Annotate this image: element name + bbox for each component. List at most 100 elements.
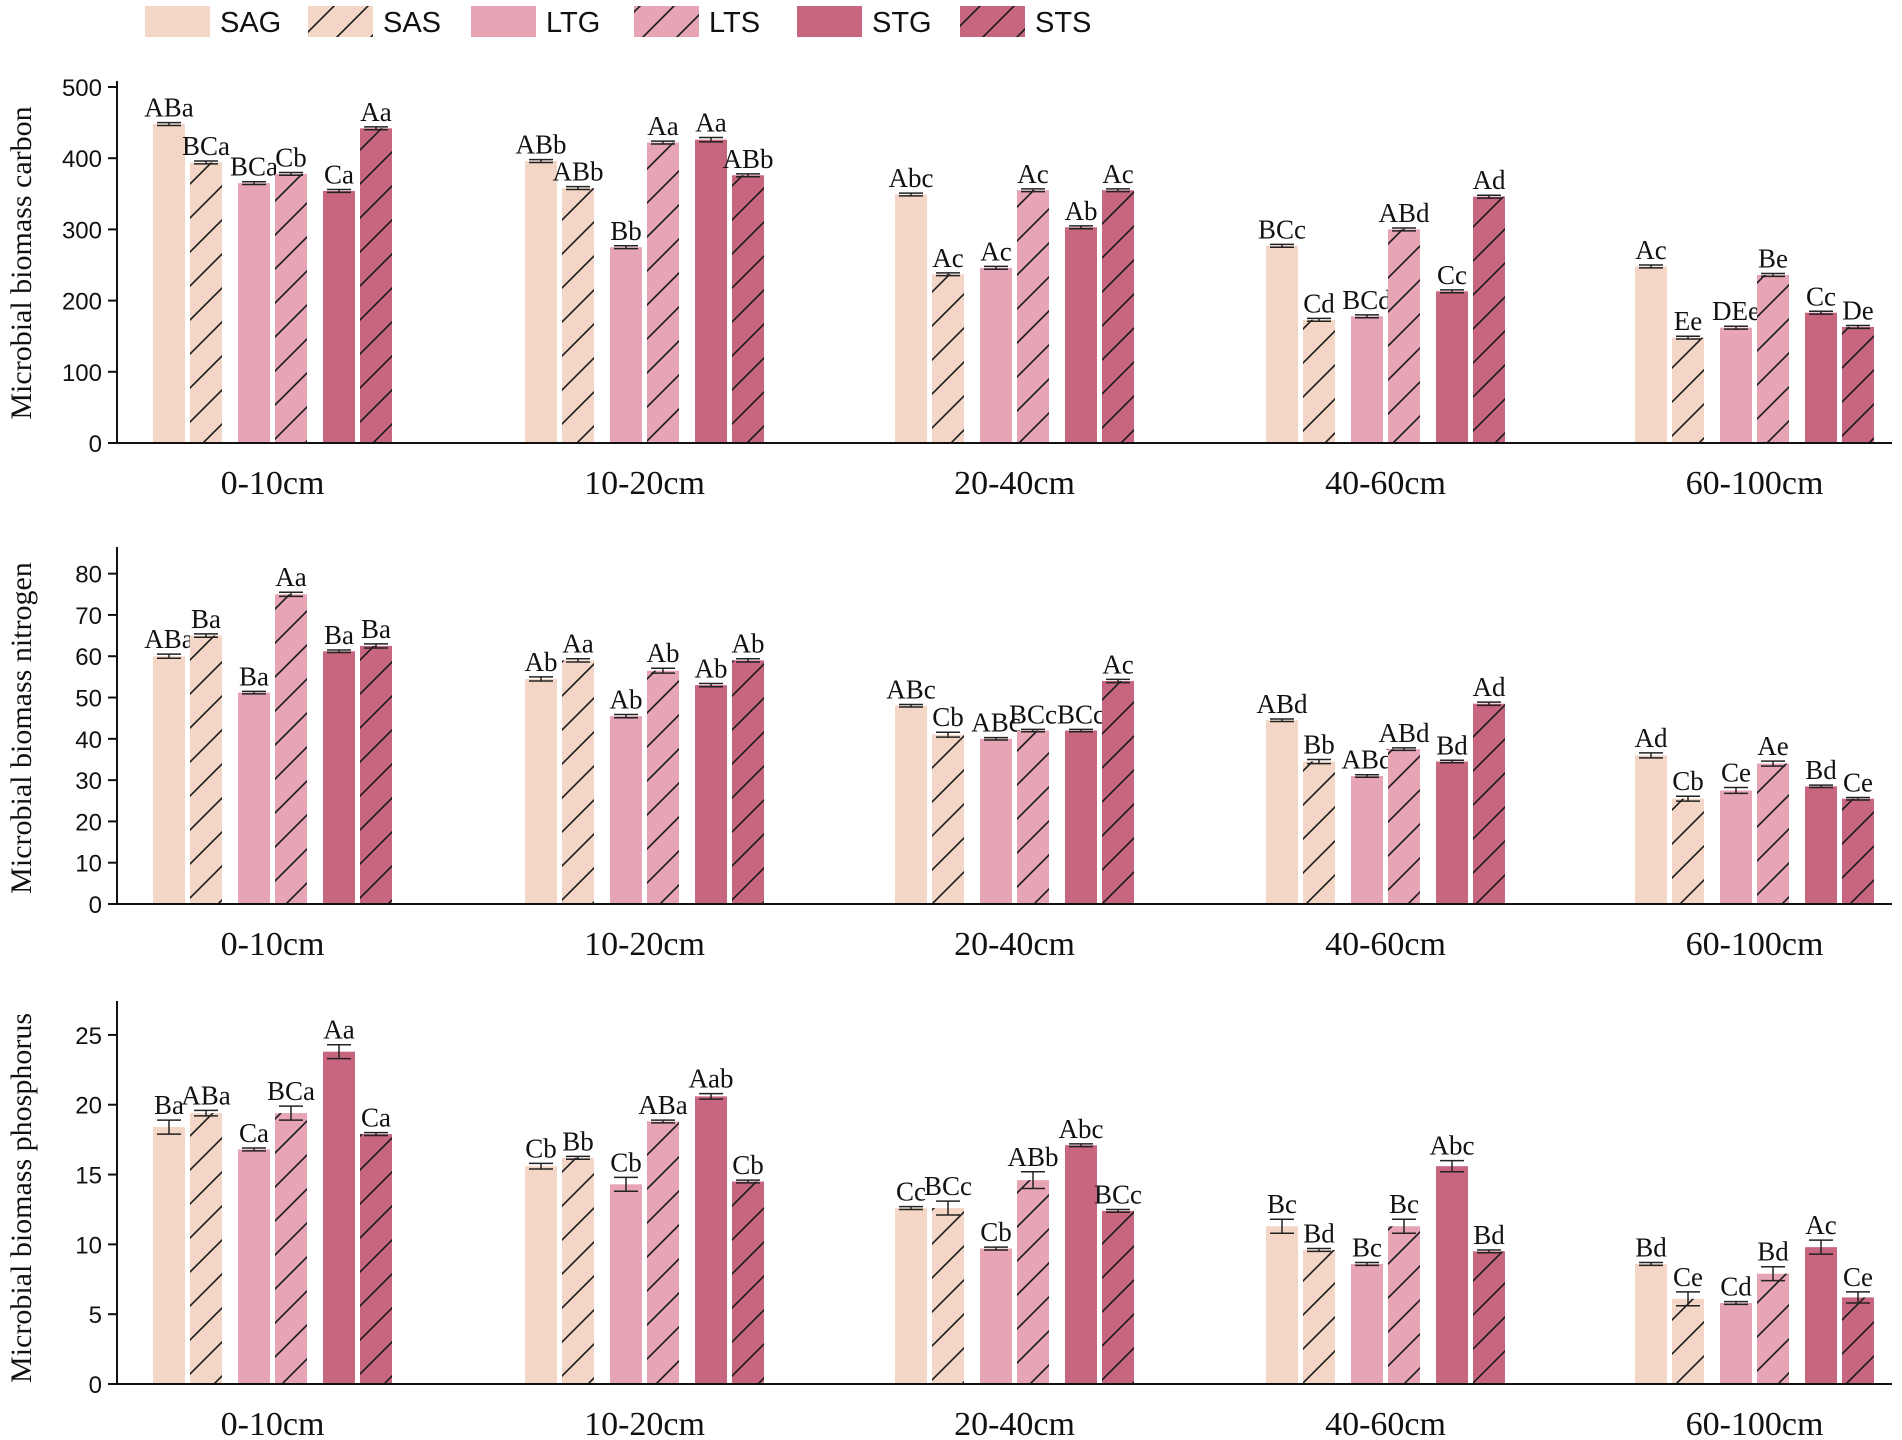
error-bar xyxy=(1392,227,1416,232)
bar-hatch xyxy=(1672,798,1704,904)
significance-label: BCa xyxy=(267,1076,315,1106)
significance-label: Ba xyxy=(239,661,269,691)
bar-stg-20-40cm xyxy=(1065,227,1097,443)
error-bar xyxy=(1021,188,1045,193)
bar-ltg-40-60cm xyxy=(1351,775,1383,904)
bar-stg-0-10cm xyxy=(323,651,355,904)
bar-ltg-60-100cm xyxy=(1720,327,1752,443)
bar-stg-0-10cm xyxy=(323,1051,355,1384)
error-bar xyxy=(157,1119,181,1135)
bar-hatch xyxy=(562,660,594,904)
bar-hatch xyxy=(1757,1273,1789,1384)
bar-sag-10-20cm xyxy=(525,161,557,443)
significance-label: Ab xyxy=(525,647,558,677)
legend-item-lts: LTS xyxy=(634,6,760,39)
significance-label: Bb xyxy=(1303,729,1335,759)
significance-label: BCa xyxy=(230,152,278,182)
bar-hatch xyxy=(190,162,222,444)
y-tick-label: 20 xyxy=(75,1093,102,1120)
y-tick-label: 400 xyxy=(62,146,102,173)
bar-hatch xyxy=(647,670,679,904)
legend: SAG SAS LTG LTS STG STS xyxy=(145,6,1091,39)
error-bar xyxy=(279,1105,303,1121)
y-tick-label: 25 xyxy=(75,1023,102,1050)
bar-sag-40-60cm xyxy=(1266,245,1298,443)
error-bar xyxy=(529,676,553,682)
significance-label: Bc xyxy=(1267,1189,1297,1219)
x-tick-label: 20-40cm xyxy=(954,1406,1075,1440)
error-bar xyxy=(1069,728,1093,733)
error-bar xyxy=(699,1092,723,1100)
error-bar xyxy=(1477,1249,1501,1254)
x-tick-label: 60-100cm xyxy=(1686,465,1824,502)
error-bar xyxy=(1639,752,1663,759)
y-tick-label: 300 xyxy=(62,217,102,244)
error-bar xyxy=(736,657,760,663)
error-bar xyxy=(1307,758,1331,765)
significance-label: Ca xyxy=(239,1118,269,1148)
error-bar xyxy=(1676,795,1700,802)
error-bar xyxy=(1761,1265,1785,1282)
significance-label: ABd xyxy=(1378,718,1430,748)
y-axis-label: Microbial biomass nitrogen xyxy=(5,562,38,894)
legend-item-ltg: LTG xyxy=(471,6,600,39)
bar-ltg-0-10cm xyxy=(238,183,270,443)
significance-label: Cb xyxy=(732,1150,764,1180)
error-bar xyxy=(1477,701,1501,707)
bar-stg-40-60cm xyxy=(1436,1166,1468,1384)
bar-hatch xyxy=(190,1113,222,1384)
y-tick-label: 100 xyxy=(62,360,102,387)
bar-hatch xyxy=(932,734,964,904)
error-bar xyxy=(364,643,388,649)
axes: 0 10 20 30 40 50 60 70 80 xyxy=(75,547,1892,919)
error-bar xyxy=(1270,243,1294,248)
significance-label: De xyxy=(1842,296,1873,326)
x-tick-label: 40-60cm xyxy=(1325,1406,1446,1440)
significance-label: ABd xyxy=(1256,689,1308,719)
error-bar xyxy=(1307,317,1331,322)
error-bar xyxy=(1809,784,1833,789)
significance-label: BCc xyxy=(1258,214,1306,244)
error-bar xyxy=(651,1119,675,1124)
error-bar xyxy=(1676,1291,1700,1307)
significance-label: Ad xyxy=(1635,723,1668,753)
legend-item-stg: STG xyxy=(797,6,932,39)
error-bar xyxy=(1724,786,1748,795)
significance-label: Ba xyxy=(154,1090,184,1120)
significance-label: Ca xyxy=(324,160,354,190)
x-tick-label: 60-100cm xyxy=(1686,926,1824,963)
y-axis-label: Microbial biomass carbon xyxy=(5,106,38,419)
error-bar xyxy=(1676,335,1700,340)
error-bar xyxy=(1270,718,1294,723)
bar-hatch xyxy=(1388,1226,1420,1384)
legend-item-sag: SAG xyxy=(145,6,281,39)
bar-stg-10-20cm xyxy=(695,1096,727,1384)
error-bar xyxy=(1106,1208,1130,1214)
significance-label: Ab xyxy=(1065,196,1098,226)
bar-sag-60-100cm xyxy=(1635,1263,1667,1384)
bar-sag-10-20cm xyxy=(525,1166,557,1384)
bar-hatch xyxy=(1757,274,1789,443)
error-bar xyxy=(936,1200,960,1216)
panel-mbc: Microbial biomass carbon ABaBCaBCaCbCaAaA… xyxy=(5,75,1892,502)
significance-label: Cc xyxy=(1437,260,1467,290)
error-bar xyxy=(1355,773,1379,778)
significance-label: Aa xyxy=(695,108,726,138)
legend-item-sas: SAS xyxy=(308,6,441,39)
significance-label: Be xyxy=(1758,244,1788,274)
significance-label: Bd xyxy=(1303,1219,1335,1249)
significance-label: Aa xyxy=(647,111,678,141)
significance-label: Aa xyxy=(323,1015,354,1045)
significance-label: Cb xyxy=(525,1133,557,1163)
significance-label: Ac xyxy=(980,236,1011,266)
significance-label: ABb xyxy=(515,130,566,160)
significance-label: ABa xyxy=(638,1090,688,1120)
significance-label: Cd xyxy=(1720,1272,1752,1302)
bar-hatch xyxy=(732,175,764,443)
bar-hatch xyxy=(275,594,307,904)
bar-hatch xyxy=(190,635,222,904)
error-bar xyxy=(1069,1143,1093,1148)
significance-label: Bd xyxy=(1805,755,1837,785)
